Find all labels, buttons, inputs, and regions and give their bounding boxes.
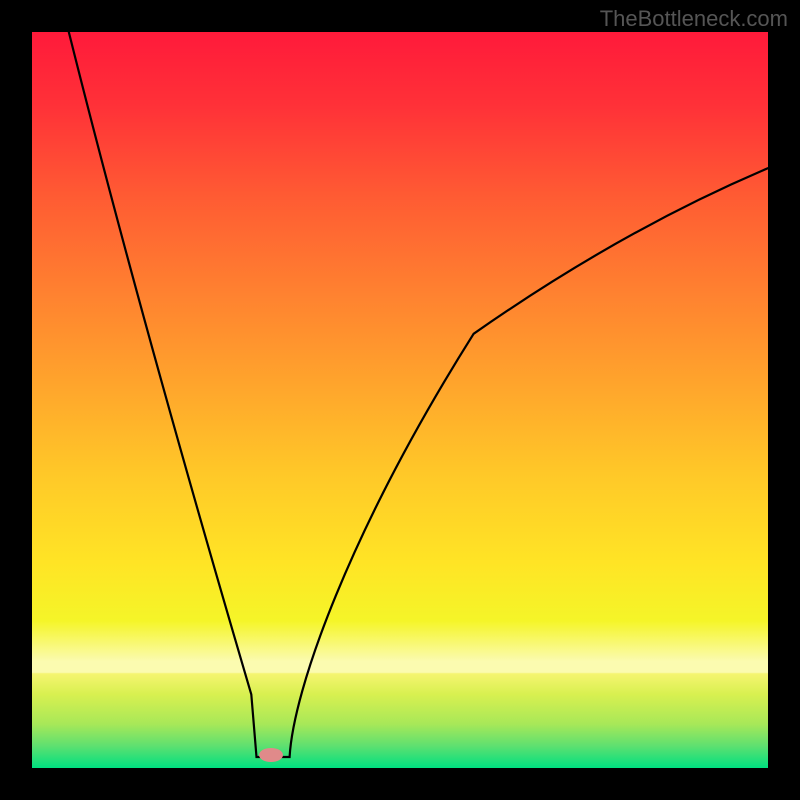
bottleneck-curve: [32, 32, 768, 768]
optimum-marker: [259, 748, 283, 762]
watermark-text: TheBottleneck.com: [600, 6, 788, 32]
curve-path: [69, 32, 768, 757]
chart-plot-area: [32, 32, 768, 768]
